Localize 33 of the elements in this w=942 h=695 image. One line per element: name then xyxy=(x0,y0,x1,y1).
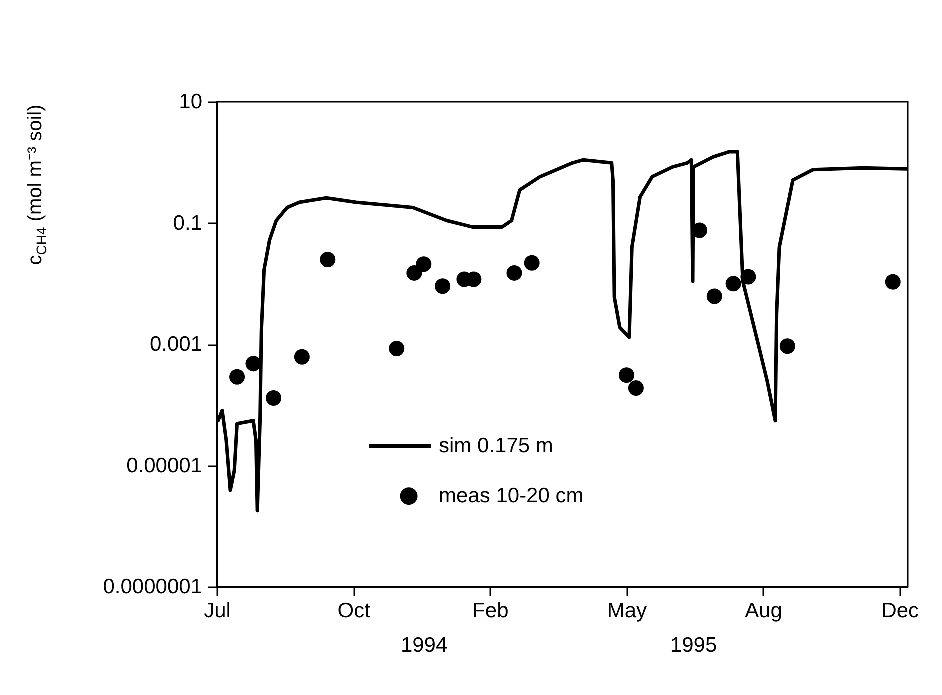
y-tick-label: 0.001 xyxy=(150,333,202,356)
legend-label: meas 10-20 cm xyxy=(439,484,584,508)
point xyxy=(628,380,644,396)
point xyxy=(524,255,540,271)
x-tick-label: Jul xyxy=(204,600,231,622)
point xyxy=(780,338,796,354)
y-tick-label: 0.1 xyxy=(173,212,202,235)
point xyxy=(706,288,722,304)
point xyxy=(726,276,742,292)
point xyxy=(266,390,282,406)
point xyxy=(416,256,432,272)
y-tick-label: 0.0000001 xyxy=(103,576,202,598)
y-tick-label: 10 xyxy=(179,90,202,114)
point xyxy=(506,265,522,281)
text: 1994 xyxy=(400,634,448,657)
point xyxy=(435,278,451,294)
point xyxy=(294,349,310,365)
point xyxy=(230,369,246,385)
point xyxy=(740,269,756,285)
x-tick-label: May xyxy=(607,600,648,622)
x-tick-label: Aug xyxy=(745,600,782,622)
legend-label: sim 0.175 m xyxy=(439,434,554,458)
point xyxy=(406,265,422,281)
y-tick-label: 0.00001 xyxy=(126,454,202,478)
x-tick-label: Oct xyxy=(338,600,371,622)
x-tick-label: Feb xyxy=(472,600,509,622)
point xyxy=(389,341,405,357)
point xyxy=(246,356,262,372)
point xyxy=(618,368,634,384)
text: 1995 xyxy=(670,634,718,657)
point xyxy=(320,252,336,268)
x-tick-label: Dec xyxy=(882,600,920,622)
point xyxy=(885,274,901,290)
